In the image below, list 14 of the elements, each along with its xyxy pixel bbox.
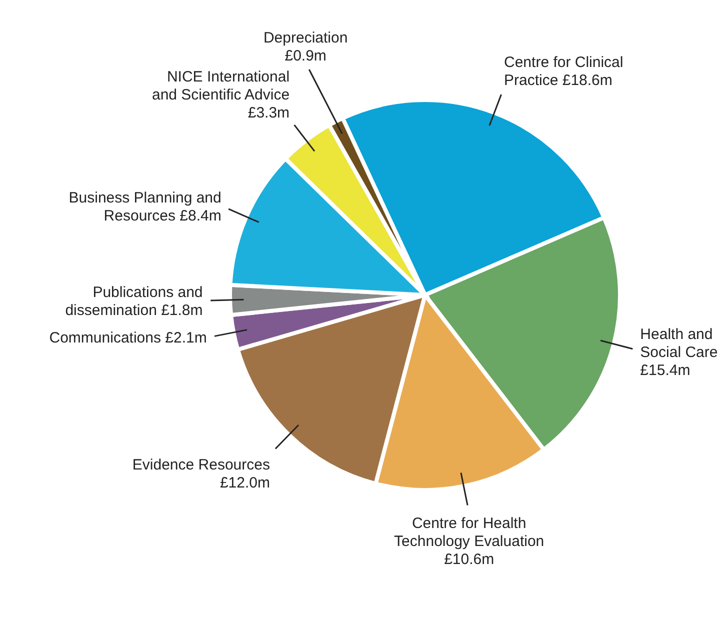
slice-label: NICE International and Scientific Advice: [152, 68, 290, 104]
data-label: £15.4m: [640, 362, 690, 379]
slice-label: Centre for Health Technology Evaluation: [394, 514, 544, 550]
data-label: £3.3m: [248, 104, 290, 122]
data-label: £0.9m: [284, 48, 326, 65]
slice-label: Evidence Resources: [132, 456, 270, 474]
slice-label: Business Planning and Resources £8.4m: [68, 189, 222, 224]
data-label: £12.0m: [220, 474, 270, 492]
slice-label: Depreciation: [263, 30, 348, 47]
slice-label: Health and Social Care: [640, 326, 718, 361]
slice-label: Communications £2.1m: [49, 330, 207, 347]
data-label: £10.6m: [444, 550, 494, 568]
slice-label: Centre for Clinical Practice £18.6m: [504, 54, 624, 90]
slice-label: Publications and dissemination £1.8m: [65, 284, 203, 320]
